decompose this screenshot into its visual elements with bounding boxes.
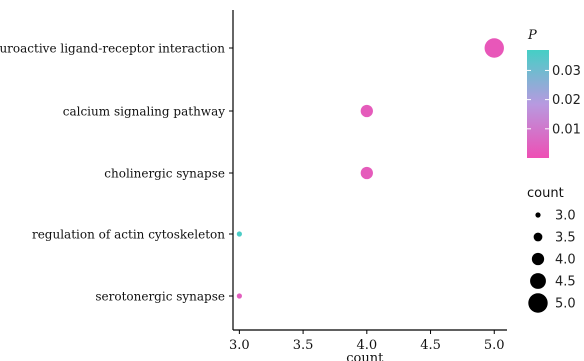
legends: P 0.03 0.02 0.01 count 3.0 3.5 4.0 4.5 5.0 — [527, 28, 581, 313]
size-legend-label: 5.0 — [555, 297, 576, 312]
data-point — [236, 231, 242, 237]
size-legend-label: 3.0 — [555, 209, 576, 224]
plot-area: neuroactive ligand-receptor interaction c… — [0, 10, 507, 361]
data-point — [360, 166, 373, 180]
color-tick-label: 0.03 — [552, 64, 581, 79]
size-legend-key — [531, 252, 545, 266]
data-point — [484, 38, 504, 58]
x-tick-label: 3.0 — [229, 338, 250, 353]
size-legend-label: 4.0 — [555, 253, 576, 268]
x-tick-label: 3.5 — [293, 338, 314, 353]
x-axis-title: count — [346, 351, 384, 361]
size-legend-key — [528, 293, 548, 313]
data-point — [236, 293, 242, 299]
size-legend-label: 3.5 — [555, 231, 576, 246]
data-point — [360, 104, 373, 118]
y-tick-label: serotonergic synapse — [95, 290, 225, 304]
x-tick-label: 4.0 — [356, 338, 377, 353]
size-legend-key — [535, 212, 541, 218]
y-tick-label: cholinergic synapse — [104, 167, 225, 181]
size-legend-key — [530, 273, 546, 289]
x-tick-label: 4.5 — [420, 338, 441, 353]
color-tick-label: 0.02 — [552, 93, 581, 108]
x-tick-label: 5.0 — [484, 338, 505, 353]
size-legend-title: count — [527, 186, 564, 201]
y-tick-label: neuroactive ligand-receptor interaction — [0, 42, 225, 56]
y-tick-label: calcium signaling pathway — [63, 105, 225, 119]
size-legend-label: 4.5 — [555, 275, 576, 290]
y-tick-label: regulation of actin cytoskeleton — [32, 228, 225, 242]
color-bar — [527, 50, 549, 158]
color-legend-title: P — [527, 28, 537, 43]
color-tick-label: 0.01 — [552, 122, 581, 137]
size-legend-key — [533, 232, 543, 242]
